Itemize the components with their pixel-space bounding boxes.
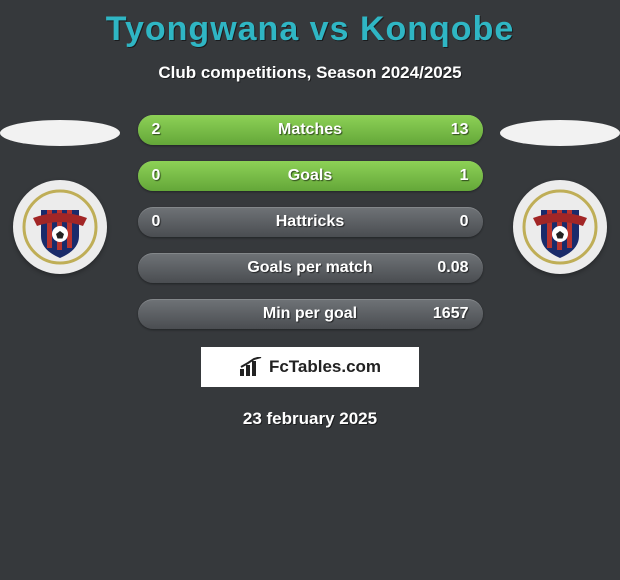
stat-label: Goals per match — [138, 253, 483, 283]
stat-row: 01Goals — [138, 161, 483, 191]
club-badge-left — [13, 180, 107, 274]
brand-text: FcTables.com — [269, 357, 381, 377]
crest-icon — [521, 188, 599, 266]
stat-label: Min per goal — [138, 299, 483, 329]
stat-row: 00Hattricks — [138, 207, 483, 237]
player-left-column — [0, 120, 120, 274]
player-left-placeholder — [0, 120, 120, 146]
stat-label: Hattricks — [138, 207, 483, 237]
player-right-placeholder — [500, 120, 620, 146]
stat-bars: 213Matches 01Goals 00Hattricks 0.08Goals pe… — [138, 115, 483, 329]
subtitle: Club competitions, Season 2024/2025 — [0, 63, 620, 83]
player-right-column — [500, 120, 620, 274]
crest-icon — [21, 188, 99, 266]
brand-box: FcTables.com — [201, 347, 419, 387]
stat-row: 0.08Goals per match — [138, 253, 483, 283]
page-title: Tyongwana vs Konqobe — [0, 0, 620, 49]
stat-row: 213Matches — [138, 115, 483, 145]
stat-label: Matches — [138, 115, 483, 145]
club-badge-right — [513, 180, 607, 274]
stat-label: Goals — [138, 161, 483, 191]
chart-icon — [239, 357, 263, 377]
date-text: 23 february 2025 — [0, 409, 620, 429]
stat-row: 1657Min per goal — [138, 299, 483, 329]
